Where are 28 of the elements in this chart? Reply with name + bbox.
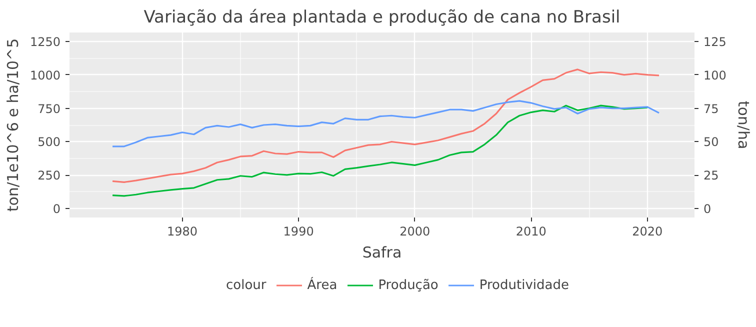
y-tick-label: 750 bbox=[38, 102, 60, 116]
x-tick-label: 1980 bbox=[167, 224, 198, 238]
y2-tick-label: 25 bbox=[704, 168, 719, 183]
x-tick-label: 1990 bbox=[283, 224, 314, 238]
y2-axis-title: ton/ha bbox=[734, 100, 752, 150]
line-series bbox=[112, 68, 660, 183]
y-tick-label: 0 bbox=[52, 202, 61, 216]
legend-label: Produção bbox=[378, 278, 438, 292]
y2-tick-label: 50 bbox=[704, 135, 719, 150]
y-axis-title: ton/1e10^6 e ha/10^5 bbox=[4, 38, 22, 212]
x-tick-label: 2020 bbox=[632, 224, 663, 238]
y-tick-label: 500 bbox=[38, 135, 60, 150]
y2-tick-label: 125 bbox=[704, 34, 726, 49]
line-series bbox=[112, 100, 660, 148]
y-tick-label: 1000 bbox=[30, 68, 61, 82]
chart-title: Variação da área plantada e produção de cana no Brasil bbox=[144, 8, 620, 28]
y2-tick-label: 0 bbox=[704, 202, 712, 216]
x-tick-label: 2010 bbox=[516, 224, 546, 238]
y2-tick-label: 75 bbox=[704, 102, 719, 116]
y-tick-label: 250 bbox=[38, 168, 60, 183]
legend-label: Área bbox=[307, 278, 338, 292]
y2-tick-label: 100 bbox=[704, 68, 726, 82]
legend-label: Produtividade bbox=[479, 278, 569, 292]
x-tick-label: 2000 bbox=[400, 224, 430, 238]
y-tick-label: 1250 bbox=[30, 34, 61, 49]
line-series bbox=[112, 104, 648, 197]
x-axis-title: Safra bbox=[362, 244, 402, 262]
legend-title: colour bbox=[226, 278, 266, 292]
